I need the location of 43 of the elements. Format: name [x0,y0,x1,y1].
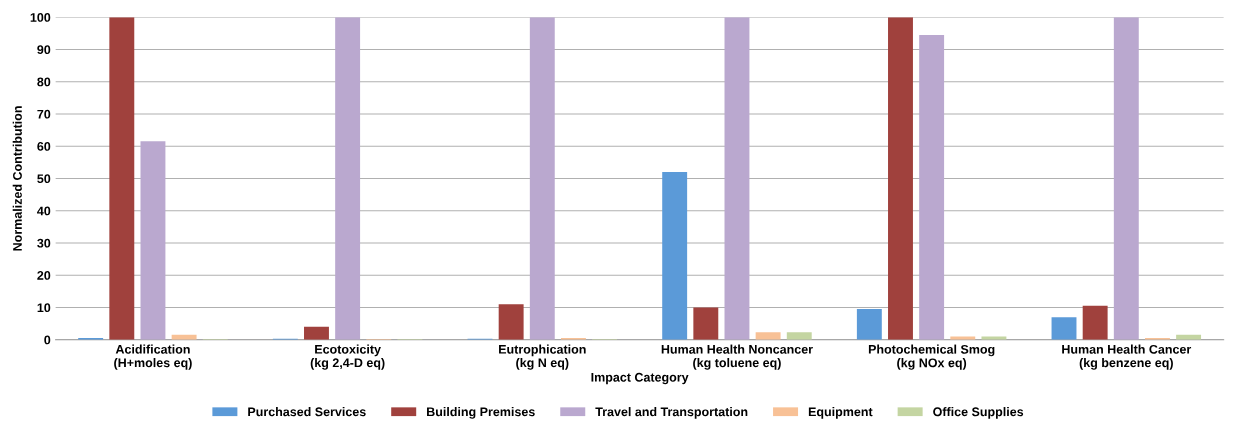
x-tick-label: Eutrophication (kg N eq) [499,344,586,370]
bar [1113,17,1139,340]
y-tick-label: 90 [37,45,51,55]
bar [304,326,329,340]
bar [950,336,976,340]
y-tick-label: 80 [37,77,51,87]
y-tick-label: 30 [37,238,51,248]
bar [1082,305,1108,340]
bar [662,172,688,340]
y-tick-label: 0 [44,335,51,345]
y-axis-title: Normalized Contribution [12,106,22,251]
bar [140,141,166,340]
y-tick-label: 10 [37,303,51,313]
bar [888,17,913,340]
legend-label: Office Supplies [933,407,1024,419]
y-tick-label: 60 [37,142,51,151]
legend-label: Building Premises [427,407,535,419]
bar [755,332,781,340]
legend-label: Travel and Transportation [595,407,748,419]
x-tick-label: Photochemical Smog (kg NOx eq) [868,344,995,370]
bar [724,17,750,340]
legend-label: Purchased Services [248,407,366,417]
bar [498,304,524,340]
y-tick-label: 50 [37,174,51,184]
bar [529,17,555,340]
bar [693,307,719,340]
bar [856,309,882,340]
y-tick-label: 70 [37,109,51,119]
y-tick-label: 20 [37,271,51,280]
bar [1051,317,1077,340]
bar [981,336,1007,340]
y-tick-label: 40 [37,206,51,216]
x-tick-label: Ecotoxicity (kg 2,4-D eq) [310,344,385,370]
legend-label: Equipment [808,407,873,419]
bar [335,17,361,340]
bar [109,17,135,340]
x-tick-label: Human Health Cancer (kg benzene eq) [1062,344,1192,370]
bar [919,34,945,340]
x-tick-label: Human Health Noncancer (kg toluene eq) [661,344,813,370]
x-tick-label: Acidification (H+moles eq) [114,344,192,370]
bar [786,332,812,340]
x-axis-title: Impact Category [591,372,689,385]
y-tick-label: 100 [30,13,51,22]
